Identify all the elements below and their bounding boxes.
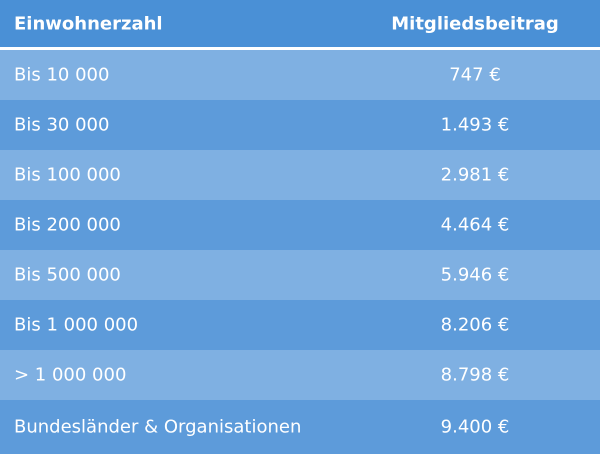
- header-population: Einwohnerzahl: [14, 13, 163, 34]
- population-cell: Bis 100 000: [14, 164, 121, 186]
- header-membership-fee: Mitgliedsbeitrag: [391, 13, 559, 34]
- table-header-row: Einwohnerzahl Mitgliedsbeitrag: [0, 0, 600, 47]
- fee-cell: 1.493 €: [440, 114, 510, 136]
- table-row: Bis 1 000 000 8.206 €: [0, 300, 600, 350]
- table-row: Bis 30 000 1.493 €: [0, 100, 600, 150]
- population-cell: > 1 000 000: [14, 364, 127, 386]
- header-divider: [0, 47, 600, 50]
- fee-cell: 2.981 €: [440, 164, 510, 186]
- fee-cell: 4.464 €: [440, 214, 510, 236]
- fee-cell: 8.206 €: [440, 314, 510, 336]
- population-cell: Bis 10 000: [14, 64, 110, 86]
- population-cell: Bundesländer & Organisationen: [14, 416, 302, 438]
- fee-cell: 8.798 €: [440, 364, 510, 386]
- table-row: Bis 100 000 2.981 €: [0, 150, 600, 200]
- table-row: Bis 10 000 747 €: [0, 50, 600, 100]
- table-row: Bis 500 000 5.946 €: [0, 250, 600, 300]
- population-cell: Bis 500 000: [14, 264, 121, 286]
- table-row: > 1 000 000 8.798 €: [0, 350, 600, 400]
- fee-cell: 5.946 €: [440, 264, 510, 286]
- population-cell: Bis 1 000 000: [14, 314, 139, 336]
- table-row: Bundesländer & Organisationen 9.400 €: [0, 400, 600, 454]
- fee-cell: 9.400 €: [440, 416, 510, 438]
- table-row: Bis 200 000 4.464 €: [0, 200, 600, 250]
- fee-cell: 747 €: [449, 64, 501, 86]
- population-cell: Bis 200 000: [14, 214, 121, 236]
- population-cell: Bis 30 000: [14, 114, 110, 136]
